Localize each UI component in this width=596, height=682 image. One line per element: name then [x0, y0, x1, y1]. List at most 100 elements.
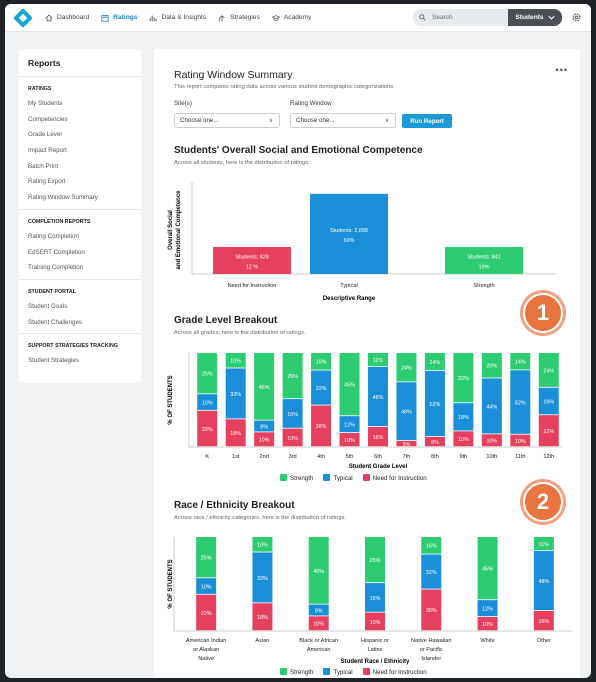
race-subtitle: Across race / ethnicity categories, here…: [174, 515, 347, 521]
site-select[interactable]: Choose one... ∨: [174, 113, 280, 128]
bar-segment-strength: [424, 353, 445, 370]
segment-label: 32%: [458, 376, 469, 382]
sidebar-item-impact-report[interactable]: Impact Report: [28, 147, 67, 155]
bar-typical: [310, 193, 388, 274]
sidebar-divider: [19, 333, 141, 335]
sidebar-item-rating-window-summary[interactable]: Rating Window Summary: [28, 194, 98, 202]
segment-label: 16%: [316, 360, 327, 366]
x-tick-label: 12th: [543, 454, 554, 460]
nav-dashboard[interactable]: Dashboard: [45, 4, 89, 32]
x-tick-label: Need for Instruction: [228, 283, 277, 289]
segment-label: 16%: [426, 544, 437, 550]
segment-label: 25%: [202, 372, 213, 378]
segment-label: 25%: [201, 556, 212, 562]
segment-label: 52%: [430, 402, 441, 408]
bar-label: Students: 2,898: [330, 228, 368, 234]
rating-window-select[interactable]: Choose one... ∨: [290, 113, 396, 128]
bar-segment-typical: [396, 382, 417, 441]
bar-segment-need-for-instruction: [424, 436, 445, 447]
legend-strength: Strength: [280, 474, 313, 482]
segment-label: 52%: [515, 400, 526, 406]
bar-segment-need-for-instruction: [252, 603, 273, 631]
run-report-button[interactable]: Run Report: [402, 114, 452, 128]
role-switcher-label: Students: [515, 14, 544, 21]
segment-label: 12%: [482, 607, 493, 613]
search-input[interactable]: Search: [413, 9, 510, 26]
sidebar-item-edsert-completion[interactable]: EdSERT Completion: [28, 248, 85, 256]
legend-need: Need for Instruction: [362, 474, 427, 482]
sidebar-item-grade-level[interactable]: Grade Level: [28, 131, 62, 139]
segment-label: 48%: [401, 410, 412, 416]
bar-need-for-instruction: [213, 247, 291, 274]
sidebar-section-heading: COMPLETION REPORTS: [28, 218, 91, 225]
nav-data-insights[interactable]: Data & Insights: [149, 4, 206, 32]
segment-label: 25%: [287, 374, 298, 380]
nav-academy-label: Academy: [283, 14, 312, 21]
x-tick-label: 11th: [515, 454, 525, 460]
app-window: Dashboard Ratings Data & Insights Strate…: [5, 4, 591, 678]
segment-label: 25%: [370, 558, 381, 564]
grade-heading: Grade Level Breakout: [174, 315, 278, 326]
segment-label: 45%: [482, 567, 493, 573]
bar-segment-strength: [254, 353, 275, 420]
segment-label: 44%: [486, 404, 497, 410]
gear-icon[interactable]: [571, 12, 582, 23]
segment-label: 22%: [201, 611, 212, 617]
segment-label: 16%: [373, 435, 384, 441]
bar-segment-strength: [481, 353, 502, 378]
segment-label: 24%: [401, 366, 412, 372]
bar-segment-need-for-instruction: [368, 426, 388, 447]
segment-label: 48%: [373, 395, 384, 401]
sidebar-item-student-challenges[interactable]: Student Challenges: [28, 318, 83, 326]
x-axis-title: Descriptive Range: [323, 296, 376, 302]
bar-percent-label: 69%: [344, 238, 355, 244]
more-options-icon[interactable]: •••: [555, 65, 568, 75]
bar-segment-need-for-instruction: [339, 432, 360, 447]
bar-segment-need-for-instruction: [396, 440, 417, 447]
sidebar-item-rating-export[interactable]: Rating Export: [28, 178, 66, 186]
bar-segment-typical: [365, 583, 385, 612]
bar-segment-strength: [510, 353, 531, 370]
segment-label: 38%: [316, 424, 327, 430]
segment-label: 10%: [287, 436, 298, 442]
segment-label: 45%: [344, 383, 355, 389]
segment-label: 8%: [260, 424, 268, 430]
x-tick-label: Native Hawaiian or Pacific Islander: [411, 638, 451, 662]
app-logo-icon[interactable]: [13, 7, 33, 28]
bar-segment-typical: [533, 550, 554, 611]
nav-ratings[interactable]: Ratings: [101, 4, 137, 32]
sidebar-section-heading: STUDENT PORTAL: [28, 288, 76, 295]
nav-strategies[interactable]: Strategies: [218, 4, 260, 32]
bar-segment-need-for-instruction: [533, 610, 554, 631]
sidebar-item-competencies[interactable]: Competencies: [28, 115, 68, 123]
x-tick-label: 3rd: [289, 454, 297, 460]
page-subtitle: This report compares rating data across …: [174, 84, 395, 90]
sidebar-item-rating-completion[interactable]: Rating Completion: [28, 232, 79, 240]
role-switcher-button[interactable]: Students: [508, 9, 562, 26]
segment-label: 32%: [426, 570, 437, 576]
overall-competence-chart: Overall Social and Emotional Competence St…: [168, 182, 556, 302]
nav-academy[interactable]: Academy: [271, 4, 312, 32]
sidebar-item-student-goals[interactable]: Student Goals: [28, 302, 68, 310]
bar-segment-strength: [197, 353, 218, 394]
grade-chart-legend: Strength Typical Need for Instruction: [280, 474, 427, 482]
bar-segment-typical: [481, 378, 502, 434]
sidebar-divider: [19, 208, 141, 210]
segment-label: 20%: [486, 364, 497, 370]
sidebar-item-batch-print[interactable]: Batch Print: [28, 162, 59, 170]
sidebar-item-training-completion[interactable]: Training Completion: [28, 264, 84, 272]
segment-label: 10%: [515, 439, 526, 445]
bar-segment-typical: [308, 604, 329, 616]
chevron-down-icon: ∨: [384, 118, 389, 124]
segment-label: 10%: [370, 620, 381, 626]
bar-segment-need-for-instruction: [365, 612, 385, 631]
bar-segment-strength: [308, 537, 329, 604]
x-axis-title: Student Race / Ethnicity: [341, 659, 410, 665]
sidebar-item-student-strategies[interactable]: Student Strategies: [28, 357, 79, 365]
callout-badge-2: 2: [520, 479, 566, 525]
bar-segment-need-for-instruction: [196, 594, 217, 631]
segment-label: 10%: [202, 400, 213, 406]
bar-strength: [445, 247, 523, 274]
sidebar-item-my-students[interactable]: My Students: [28, 100, 63, 107]
x-tick-label: American Indian or Alaskan Native: [186, 638, 226, 662]
